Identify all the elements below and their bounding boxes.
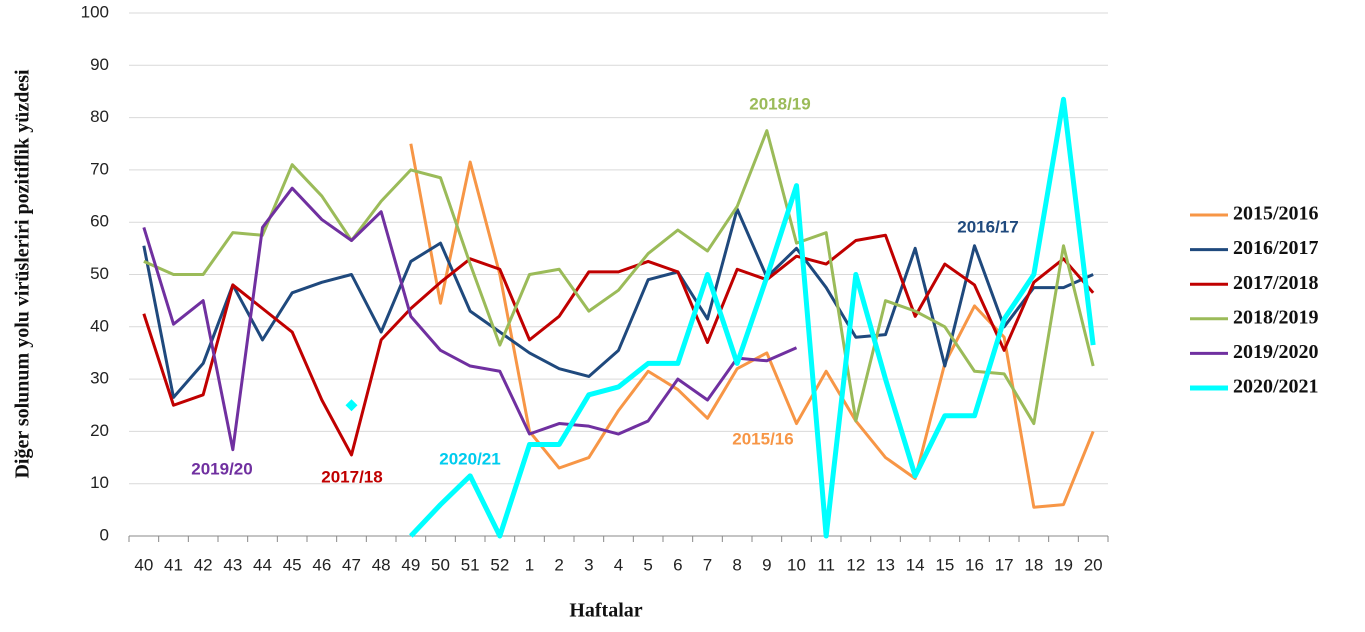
y-tick-label: 0	[100, 525, 109, 544]
x-tick-label: 50	[431, 555, 450, 574]
y-tick-label: 90	[90, 55, 109, 74]
annotation: 2019/20	[191, 459, 252, 478]
legend-label: 2019/2020	[1233, 341, 1319, 363]
x-tick-label: 44	[253, 555, 272, 574]
x-tick-label: 3	[584, 555, 593, 574]
y-tick-label: 100	[81, 2, 109, 21]
x-tick-label: 42	[194, 555, 213, 574]
y-tick-label: 10	[90, 473, 109, 492]
annotation: 2017/18	[321, 467, 382, 486]
x-tick-label: 48	[372, 555, 391, 574]
legend-label: 2017/2018	[1233, 272, 1319, 294]
y-tick-label: 80	[90, 107, 109, 126]
x-tick-label: 5	[643, 555, 652, 574]
x-tick-label: 15	[935, 555, 954, 574]
series-line	[142, 186, 798, 452]
x-tick-label: 7	[703, 555, 712, 574]
y-tick-label: 30	[90, 369, 109, 388]
x-tick-label: 14	[906, 555, 925, 574]
x-tick-label: 8	[732, 555, 741, 574]
x-tick-label: 19	[1054, 555, 1073, 574]
x-tick-label: 17	[995, 555, 1014, 574]
series-line	[142, 233, 1095, 457]
series-line	[409, 96, 1096, 539]
x-tick-label: 4	[614, 555, 623, 574]
annotation: 2016/17	[957, 217, 1018, 236]
x-tick-label: 18	[1024, 555, 1043, 574]
x-tick-label: 51	[461, 555, 480, 574]
x-tick-label: 45	[283, 555, 302, 574]
annotation: 2018/19	[749, 94, 810, 113]
x-tick-label: 12	[846, 555, 865, 574]
x-tick-label: 40	[134, 555, 153, 574]
x-tick-label: 13	[876, 555, 895, 574]
series-line	[143, 129, 1095, 426]
x-tick-label: 10	[787, 555, 806, 574]
x-tick-label: 16	[965, 555, 984, 574]
x-tick-label: 11	[817, 555, 835, 574]
x-tick-label: 47	[342, 555, 361, 574]
x-tick-label: 43	[223, 555, 242, 574]
x-tick-label: 1	[525, 555, 534, 574]
legend-label: 2018/2019	[1233, 306, 1319, 328]
x-tick-label: 52	[490, 555, 509, 574]
x-tick-label: 46	[312, 555, 331, 574]
point-marker	[345, 399, 358, 412]
x-tick-label: 20	[1084, 555, 1103, 574]
legend-label: 2020/2021	[1233, 376, 1319, 398]
x-axis-label: Haftalar	[569, 600, 642, 622]
x-tick-label: 41	[164, 555, 183, 574]
annotation: 2015/16	[732, 429, 793, 448]
y-tick-label: 50	[90, 264, 109, 283]
y-tick-label: 40	[90, 316, 109, 335]
y-tick-label: 60	[90, 212, 109, 231]
legend-label: 2015/2016	[1233, 203, 1319, 225]
y-tick-label: 20	[90, 421, 109, 440]
y-axis-label: Diğer solunum yolu virüsleriri pozitifli…	[12, 69, 34, 479]
legend-label: 2016/2017	[1233, 237, 1319, 259]
series-line	[142, 207, 1094, 399]
x-tick-label: 9	[762, 555, 771, 574]
x-tick-label: 49	[401, 555, 420, 574]
x-tick-label: 2	[554, 555, 563, 574]
y-tick-label: 70	[90, 159, 109, 178]
annotation: 2020/21	[439, 449, 500, 468]
x-tick-label: 6	[673, 555, 682, 574]
